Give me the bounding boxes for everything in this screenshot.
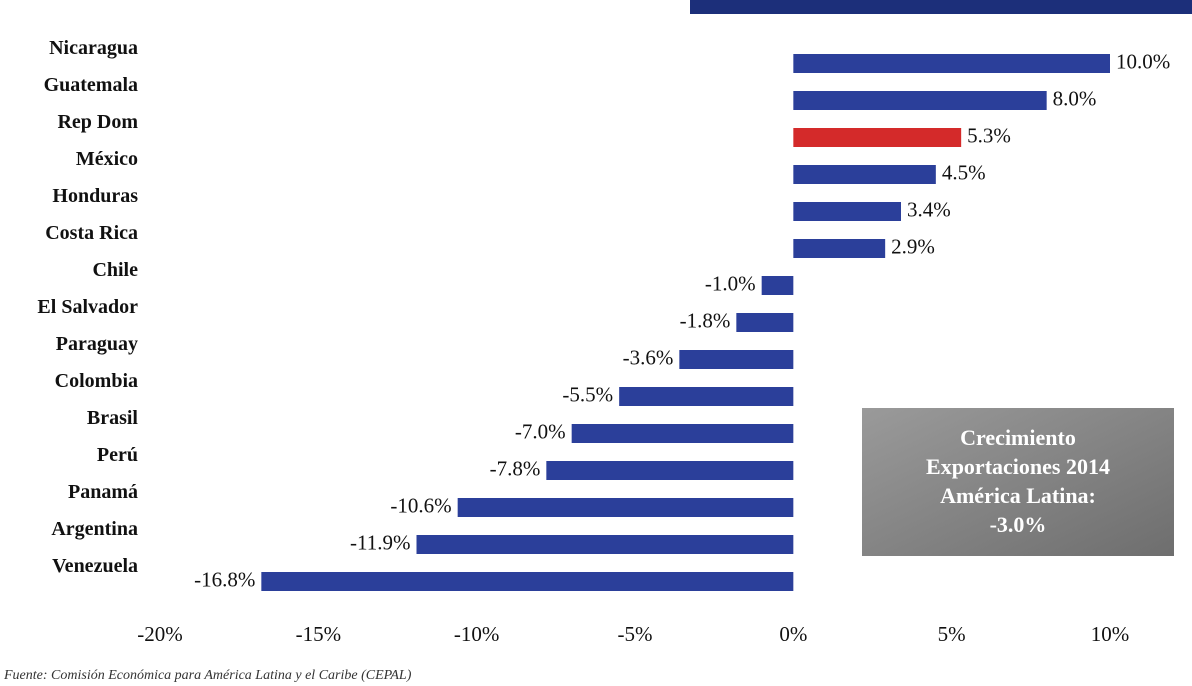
annotation-line: -3.0% — [990, 512, 1047, 537]
x-tick-label: -5% — [618, 622, 653, 646]
bar — [736, 313, 794, 332]
annotation-line: Exportaciones 2014 — [926, 454, 1110, 479]
bar — [793, 202, 901, 221]
annotation-line: Crecimiento — [960, 425, 1076, 450]
bar — [416, 535, 794, 554]
annotation-box — [862, 408, 1174, 556]
value-label: 5.3% — [967, 123, 1011, 147]
category-label: Venezuela — [52, 555, 138, 577]
bar — [793, 165, 936, 184]
category-label: Rep Dom — [57, 111, 138, 133]
value-label: 10.0% — [1116, 49, 1170, 73]
x-tick-label: 10% — [1091, 622, 1130, 646]
category-label: Argentina — [51, 518, 138, 540]
category-label: Guatemala — [44, 74, 138, 96]
category-label: Nicaragua — [49, 37, 138, 59]
value-label: 3.4% — [907, 197, 951, 221]
x-tick-label: 5% — [938, 622, 966, 646]
value-label: -5.5% — [562, 382, 613, 406]
x-tick-label: -20% — [137, 622, 183, 646]
x-tick-label: -15% — [296, 622, 342, 646]
value-label: -11.9% — [350, 530, 410, 554]
bar — [571, 424, 794, 443]
value-label: -1.0% — [705, 271, 756, 295]
bar — [793, 91, 1047, 110]
header-banner — [690, 0, 1192, 14]
x-tick-label: -10% — [454, 622, 500, 646]
category-label: Paraguay — [56, 333, 138, 355]
value-label: 8.0% — [1053, 86, 1097, 110]
bar — [793, 128, 962, 147]
value-label: -3.6% — [623, 345, 674, 369]
x-tick-label: 0% — [779, 622, 807, 646]
annotation-line: América Latina: — [940, 483, 1096, 508]
category-label: México — [76, 148, 138, 170]
value-label: -16.8% — [194, 567, 255, 591]
value-label: -10.6% — [390, 493, 451, 517]
bar — [546, 461, 794, 480]
bar — [793, 54, 1110, 73]
value-label: 4.5% — [942, 160, 986, 184]
bar — [679, 350, 794, 369]
bar — [457, 498, 794, 517]
category-label: Honduras — [52, 185, 138, 207]
bar — [261, 572, 794, 591]
category-label: Panamá — [68, 481, 138, 503]
category-label: Perú — [97, 444, 138, 466]
bar — [793, 239, 886, 258]
category-label: Brasil — [87, 407, 139, 429]
bar — [761, 276, 794, 295]
category-label: Chile — [92, 259, 138, 281]
value-label: -7.0% — [515, 419, 566, 443]
category-label: Colombia — [55, 370, 138, 392]
category-label: El Salvador — [37, 296, 138, 318]
bar — [619, 387, 794, 406]
category-label: Costa Rica — [45, 222, 138, 244]
value-label: -1.8% — [680, 308, 731, 332]
value-label: -7.8% — [490, 456, 541, 480]
source: Fuente: Comisión Económica para América … — [3, 668, 412, 683]
value-label: 2.9% — [891, 234, 935, 258]
